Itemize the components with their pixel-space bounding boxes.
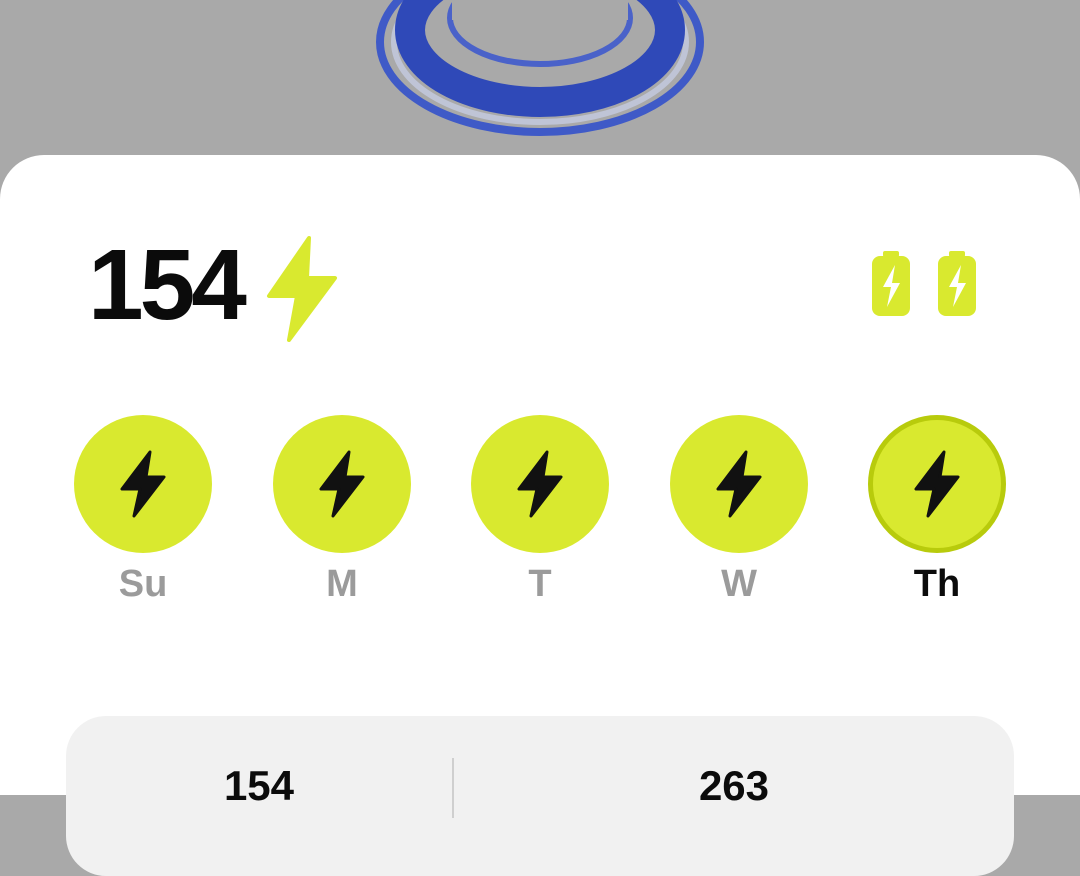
lightning-bolt-icon <box>120 450 166 518</box>
day-label-today: Th <box>913 563 961 605</box>
streak-sheet: 154 Su <box>0 155 1080 876</box>
stat-best-value: 263 <box>698 762 770 809</box>
week-calendar: Su M T W <box>74 415 1006 615</box>
day-status-circle <box>471 415 609 553</box>
day-tuesday[interactable]: T <box>471 415 609 603</box>
day-status-circle <box>74 415 212 553</box>
day-label: M <box>326 563 358 605</box>
streak-count: 154 <box>88 229 247 341</box>
day-status-circle-today <box>868 415 1006 553</box>
day-status-circle <box>670 415 808 553</box>
streak-summary: 154 <box>88 229 339 342</box>
battery-bolt-icon <box>872 251 910 316</box>
day-label: T <box>528 563 552 605</box>
lightning-bolt-icon <box>914 450 960 518</box>
stat-divider <box>452 758 454 818</box>
day-sunday[interactable]: Su <box>74 415 212 603</box>
stats-card: 154 263 <box>66 716 1014 876</box>
lightning-bolt-icon <box>517 450 563 518</box>
day-status-circle <box>273 415 411 553</box>
ring-icon <box>376 0 704 136</box>
battery-bolt-icon <box>938 251 976 316</box>
lightning-bolt-icon <box>319 450 365 518</box>
lightning-bolt-icon <box>266 236 337 342</box>
stat-current-value: 154 <box>223 762 295 809</box>
day-label: W <box>721 563 757 605</box>
streak-freezes[interactable] <box>870 251 978 321</box>
day-monday[interactable]: M <box>273 415 411 603</box>
header-backdrop <box>0 0 1080 175</box>
day-thursday[interactable]: Th <box>868 415 1006 603</box>
lightning-bolt-icon <box>716 450 762 518</box>
day-wednesday[interactable]: W <box>670 415 808 603</box>
day-label: Su <box>118 563 168 605</box>
